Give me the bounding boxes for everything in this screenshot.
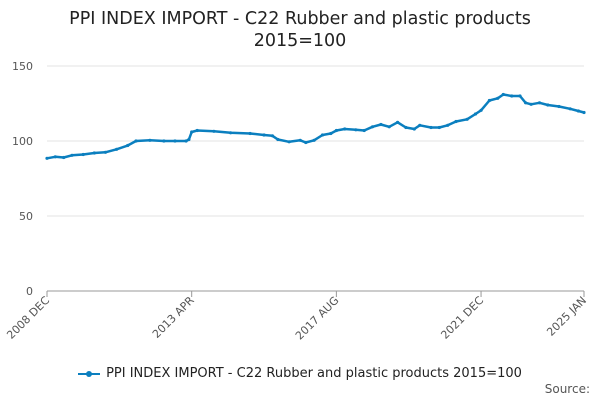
data-point	[195, 128, 199, 133]
data-point	[320, 133, 325, 137]
data-point	[53, 155, 57, 159]
data-point	[487, 98, 491, 103]
data-point	[115, 147, 119, 151]
data-point	[582, 110, 586, 115]
x-tick-label: 2021 DEC	[438, 294, 486, 342]
data-point	[312, 138, 316, 142]
data-point	[212, 129, 216, 133]
data-point	[187, 137, 191, 142]
series-line	[46, 93, 585, 160]
y-tick-label: 150	[12, 60, 33, 73]
x-tick-label: 2025 JAN	[544, 294, 589, 339]
data-point	[501, 92, 505, 97]
data-point	[334, 128, 338, 133]
x-tick-label: 2017 AUG	[293, 294, 342, 343]
data-point	[134, 139, 138, 143]
data-point	[162, 139, 166, 143]
chart-title-line1: PPI INDEX IMPORT - C22 Rubber and plasti…	[69, 9, 531, 29]
data-point	[546, 103, 550, 107]
data-point	[510, 94, 514, 98]
data-point	[70, 153, 74, 157]
data-point	[262, 133, 266, 137]
data-point	[62, 155, 66, 160]
data-point	[557, 104, 561, 109]
y-tick-label: 100	[12, 135, 33, 148]
data-point	[379, 122, 383, 127]
data-point	[576, 109, 581, 113]
data-point	[446, 123, 450, 127]
chart-title-line2: 2015=100	[253, 31, 347, 51]
data-point	[126, 143, 130, 148]
x-axis-ticks: 2008 DEC 2013 APR 2017 AUG 2021 DEC 2025 JAN	[4, 291, 589, 342]
data-point	[524, 101, 528, 105]
data-point	[479, 108, 483, 112]
data-point	[412, 127, 416, 131]
data-point	[45, 156, 49, 160]
x-tick-label: 2008 DEC	[4, 294, 52, 342]
data-point	[568, 107, 572, 111]
data-point	[465, 117, 469, 121]
data-point	[404, 125, 408, 130]
data-point	[473, 112, 478, 116]
data-point	[103, 150, 107, 154]
legend-label: PPI INDEX IMPORT - C22 Rubber and plasti…	[106, 366, 522, 381]
y-tick-label: 0	[26, 285, 33, 298]
data-point	[184, 139, 188, 143]
data-point	[248, 131, 252, 136]
data-point	[370, 125, 375, 129]
data-point	[190, 130, 194, 134]
data-point	[454, 119, 458, 124]
y-tick-label: 50	[19, 210, 33, 223]
source-label: Source:	[544, 382, 590, 396]
data-point	[298, 138, 302, 142]
series-group	[45, 92, 586, 160]
data-point	[429, 125, 433, 130]
data-point	[437, 125, 441, 130]
x-tick-label: 2013 APR	[150, 294, 197, 341]
data-point	[304, 140, 308, 145]
data-point	[518, 94, 522, 98]
data-point	[496, 96, 500, 100]
data-point	[173, 139, 177, 143]
data-point	[529, 102, 533, 106]
legend[interactable]: PPI INDEX IMPORT - C22 Rubber and plasti…	[0, 366, 600, 381]
data-point	[343, 127, 347, 131]
legend-swatch-icon	[78, 370, 101, 377]
data-point	[396, 120, 400, 124]
data-point	[229, 131, 233, 135]
y-axis-ticks: 0 50 100 150	[12, 60, 33, 298]
data-point	[537, 101, 542, 105]
data-point	[287, 140, 291, 144]
data-point	[92, 151, 96, 155]
data-point	[270, 134, 274, 138]
data-point	[329, 131, 333, 136]
data-point	[387, 125, 391, 129]
data-point	[418, 123, 422, 127]
data-point	[362, 128, 366, 133]
data-point	[81, 152, 85, 157]
data-point	[354, 128, 358, 132]
data-point	[276, 137, 280, 142]
data-point	[148, 138, 152, 142]
